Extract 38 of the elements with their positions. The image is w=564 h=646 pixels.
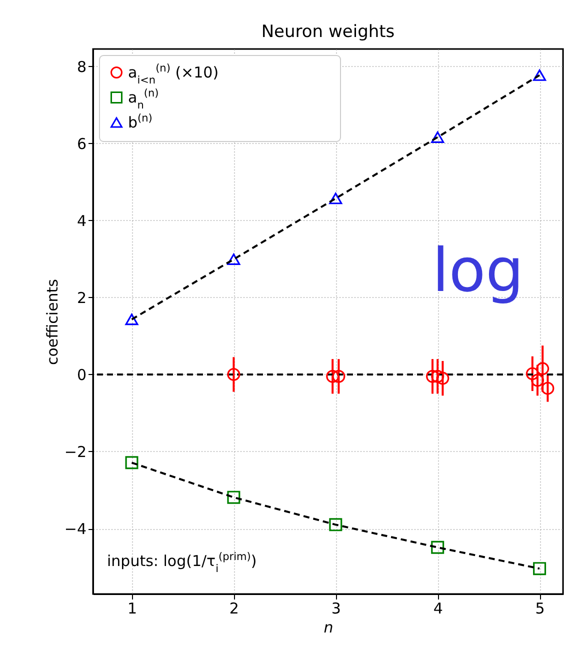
y-tick-label: −2 (64, 442, 86, 461)
y-tick-label: 8 (76, 58, 86, 76)
point (332, 370, 346, 383)
point (125, 456, 138, 470)
x-tick-label: 5 (535, 600, 545, 618)
point (526, 367, 539, 380)
y-tick-label: 0 (76, 366, 86, 384)
x-tick-label: 1 (127, 600, 138, 618)
legend-label: a$_{i<n}$$^{(n)}$ (×10) (128, 62, 219, 86)
point (431, 131, 444, 143)
x-tick-label: 2 (229, 600, 239, 618)
y-tick-label: 6 (76, 134, 86, 153)
point (125, 314, 138, 326)
point (531, 374, 544, 387)
point (426, 370, 439, 383)
y-tick-label: 2 (76, 288, 86, 307)
point (436, 372, 450, 385)
point (431, 540, 444, 554)
y-tick-label: 4 (76, 212, 86, 230)
legend-label: b$^{(n)}$ (128, 112, 152, 132)
point (329, 518, 342, 532)
y-tick-label: −4 (64, 520, 86, 538)
annotation: inputs: log(1/τ$_{i}$$^{(prim)}$) (107, 551, 257, 575)
x-axis-title: n (324, 618, 334, 636)
point (227, 368, 240, 381)
point (533, 69, 546, 81)
point (536, 362, 550, 376)
point (533, 562, 546, 576)
point (227, 254, 240, 266)
point (326, 370, 340, 383)
x-tick-label: 4 (433, 600, 443, 618)
point (227, 490, 240, 504)
chart-title: Neuron weights (261, 22, 395, 42)
x-tick-label: 3 (331, 600, 341, 618)
annotation: log (432, 236, 524, 306)
point (541, 382, 554, 395)
point (329, 192, 342, 204)
y-axis-title: coefficients (43, 278, 62, 366)
